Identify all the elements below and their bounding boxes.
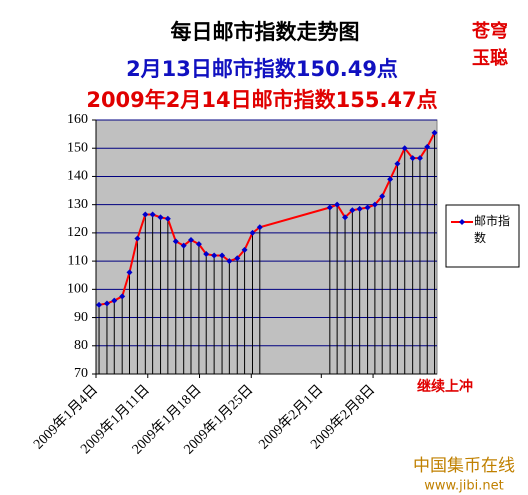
watermark: www.jibi.net bbox=[424, 479, 503, 494]
point bbox=[241, 246, 248, 253]
point bbox=[203, 251, 210, 258]
point bbox=[172, 238, 179, 245]
plot-area bbox=[95, 119, 438, 375]
point bbox=[111, 297, 118, 304]
point bbox=[164, 215, 171, 222]
annotation: 继续上冲 bbox=[417, 378, 473, 395]
point bbox=[134, 235, 141, 242]
corner-text: 玉聪 bbox=[472, 47, 508, 69]
chart-title: 每日邮市指数走势图 bbox=[171, 20, 360, 44]
chart-subtitle: 2009年2月14日邮市指数155.47点 bbox=[86, 88, 437, 112]
point bbox=[409, 155, 416, 162]
point bbox=[103, 300, 110, 307]
point bbox=[256, 224, 263, 231]
point bbox=[401, 145, 408, 152]
y-tick-label: 120 bbox=[67, 225, 88, 240]
point bbox=[424, 143, 431, 150]
legend-label: 邮市指数 bbox=[474, 214, 511, 245]
y-tick-label: 110 bbox=[68, 253, 88, 268]
watermark: 中国集币在线 bbox=[413, 456, 515, 476]
point bbox=[356, 205, 363, 212]
point bbox=[187, 236, 194, 243]
y-tick-label: 160 bbox=[67, 112, 88, 127]
point bbox=[416, 155, 423, 162]
point bbox=[387, 176, 394, 183]
y-tick-label: 150 bbox=[67, 140, 88, 155]
y-tick-label: 140 bbox=[67, 169, 88, 184]
point bbox=[211, 252, 218, 259]
point bbox=[334, 201, 341, 208]
corner-text: 苍穹 bbox=[471, 20, 508, 42]
point bbox=[349, 207, 356, 214]
y-tick-label: 130 bbox=[67, 197, 88, 212]
chart-subtitle: 2月13日邮市指数150.49点 bbox=[126, 57, 398, 81]
point bbox=[195, 241, 202, 248]
point bbox=[149, 211, 156, 218]
point bbox=[431, 129, 438, 136]
point bbox=[226, 258, 233, 265]
legend bbox=[445, 204, 520, 268]
point bbox=[249, 229, 256, 236]
y-tick-label: 80 bbox=[74, 338, 88, 353]
point bbox=[371, 201, 378, 208]
point bbox=[364, 204, 371, 211]
point bbox=[219, 252, 226, 259]
point bbox=[342, 214, 349, 221]
point bbox=[326, 204, 333, 211]
point bbox=[157, 214, 164, 221]
point bbox=[379, 193, 386, 200]
point bbox=[234, 255, 241, 262]
point bbox=[126, 269, 133, 276]
point bbox=[119, 293, 126, 300]
point bbox=[142, 211, 149, 218]
point bbox=[394, 160, 401, 167]
point bbox=[96, 301, 103, 308]
legend-marker bbox=[459, 219, 465, 225]
y-tick-label: 70 bbox=[74, 366, 88, 381]
y-tick-label: 90 bbox=[74, 310, 88, 325]
y-tick-label: 100 bbox=[67, 282, 88, 297]
point bbox=[180, 242, 187, 249]
legend-label-box: 邮市指数 bbox=[474, 214, 511, 245]
